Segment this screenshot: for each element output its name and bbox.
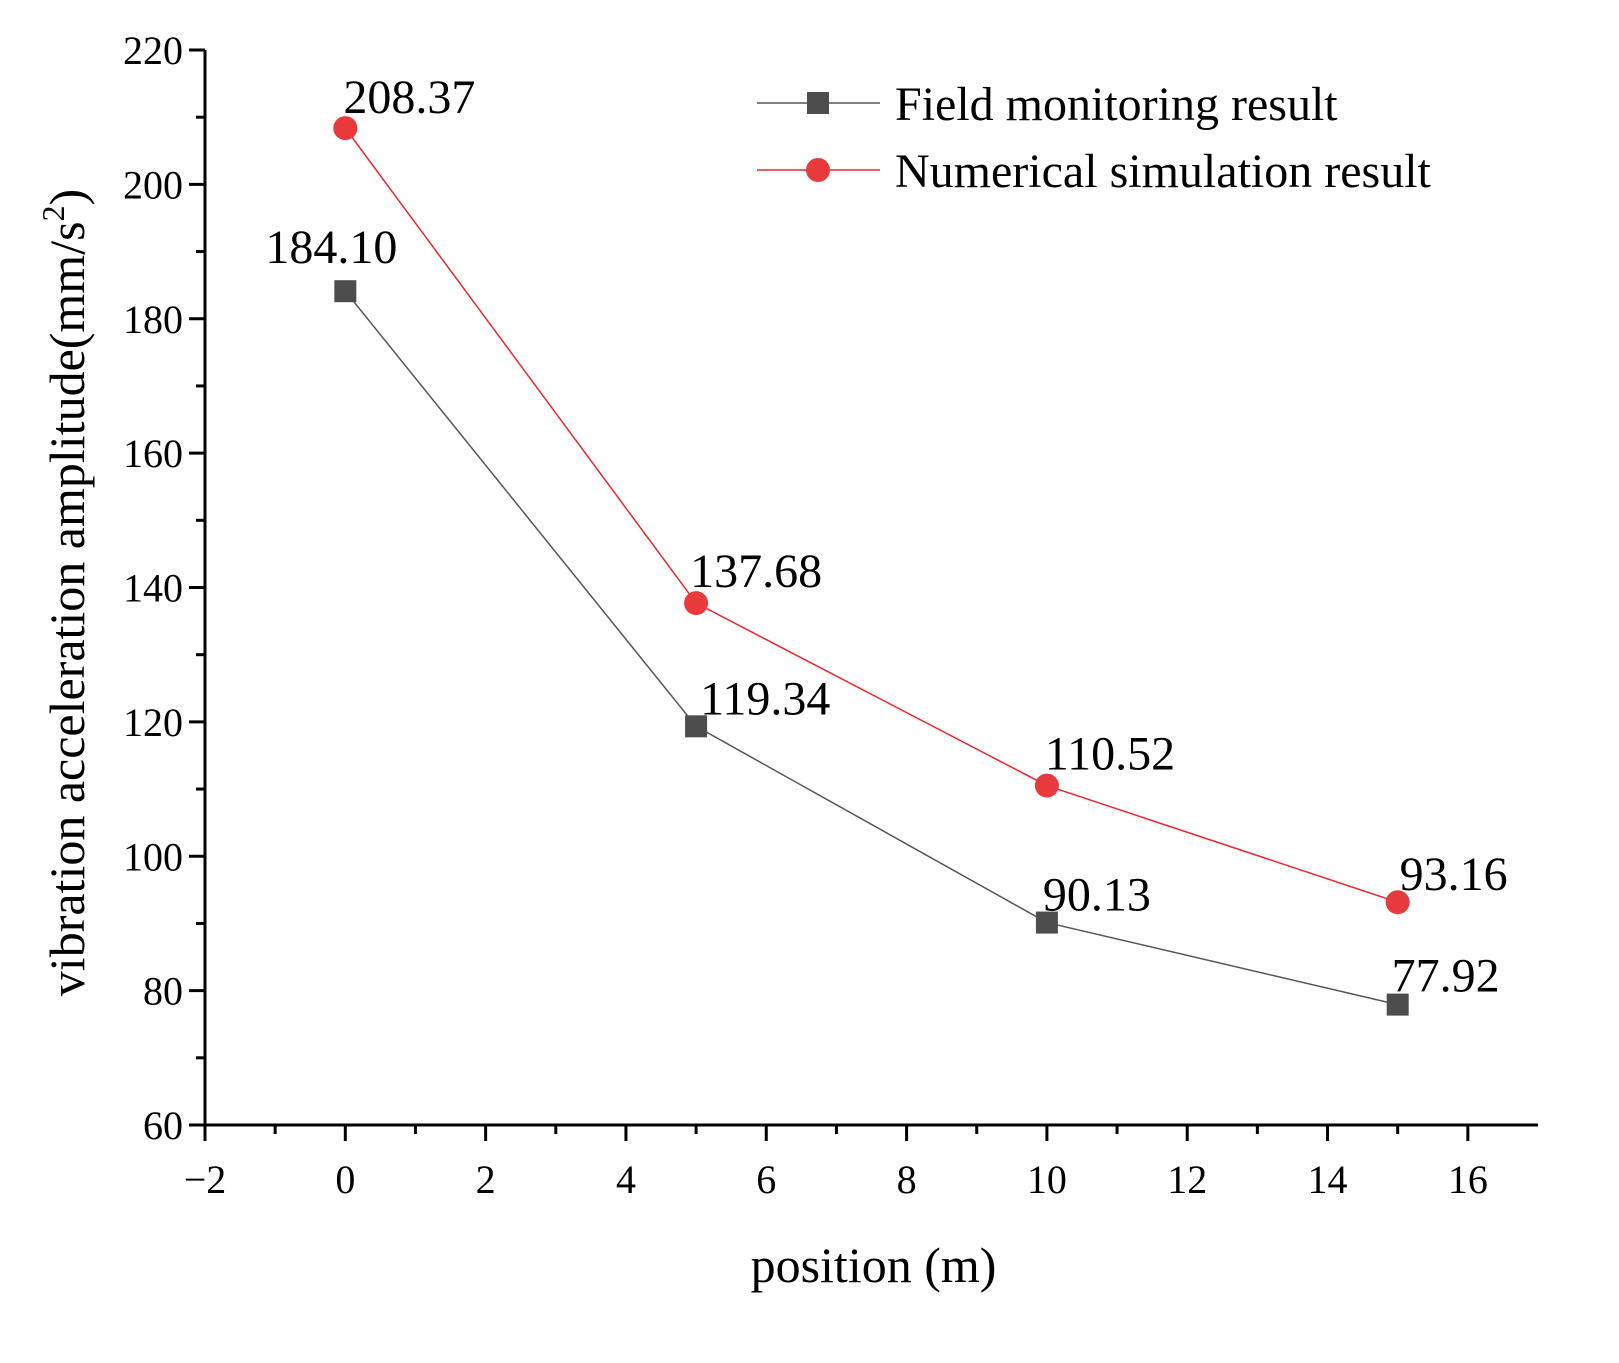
x-tick-label: 8 [897,1157,917,1202]
data-point-field [1035,911,1058,934]
data-label-field: 184.10 [265,221,397,274]
legend-label-field: Field monitoring result [895,78,1338,131]
ticks: 60 80 100 120 140 160 180 200 220 −2 0 2 4 6 8 10 12 14 16 [123,28,1488,1202]
legend-label-simulation: Numerical simulation result [895,145,1432,198]
y-tick-label: 80 [143,969,183,1014]
x-tick-label: 14 [1308,1157,1348,1202]
data-point-simulation [1385,890,1410,915]
y-tick-label: 100 [123,834,183,879]
data-label-simulation: 208.37 [343,71,475,124]
series-line-field [344,290,1398,1006]
x-tick-label: 10 [1027,1157,1067,1202]
legend-marker-simulation [806,158,830,182]
y-tick-label: 200 [123,162,183,207]
x-tick-label: 12 [1167,1157,1207,1202]
x-tick-label: 6 [756,1157,776,1202]
series [333,116,1410,1016]
y-axis-title-superscript: 2 [35,205,71,221]
x-axis-title: position (m) [751,1237,997,1293]
x-tick-label: 0 [335,1157,355,1202]
series-line-simulation [344,127,1398,903]
y-axis-title: vibration acceleration amplitude(mm/s2) [35,189,95,996]
data-label-simulation: 137.68 [690,545,822,598]
data-point-field [1386,993,1409,1016]
y-tick-label: 180 [123,297,183,342]
data-labels: 184.10 119.34 90.13 77.92 208.37 137.68 110.52… [265,71,1507,1002]
data-point-simulation [1034,773,1059,798]
y-axis-title-close: ) [39,189,95,206]
y-tick-label: 160 [123,431,183,476]
y-tick-label: 120 [123,700,183,745]
y-axis-title-main: vibration acceleration amplitude(mm/s [39,221,95,996]
data-label-field: 90.13 [1043,869,1151,922]
data-point-simulation [684,591,709,616]
data-label-simulation: 93.16 [1400,848,1508,901]
data-label-field: 119.34 [700,672,830,725]
data-label-field: 77.92 [1392,950,1500,1003]
legend-marker-field [807,92,829,114]
data-point-field [685,715,708,738]
data-point-simulation [333,116,358,141]
axes [203,50,1538,1127]
x-tick-label: 16 [1448,1157,1488,1202]
x-tick-label: 2 [476,1157,496,1202]
y-tick-label: 60 [143,1103,183,1148]
y-tick-label: 220 [123,28,183,73]
legend: Field monitoring result Numerical simula… [757,78,1432,198]
x-tick-label: −2 [184,1157,227,1202]
y-tick-label: 140 [123,566,183,611]
x-tick-label: 4 [616,1157,636,1202]
data-point-field [334,280,357,303]
data-label-simulation: 110.52 [1045,728,1175,781]
